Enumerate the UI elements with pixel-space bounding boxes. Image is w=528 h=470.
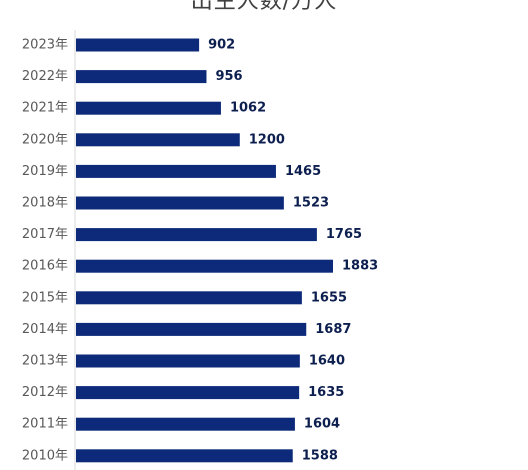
category-tick-label: 2020年 <box>22 132 68 147</box>
bar <box>76 386 300 400</box>
bar-value-label: 902 <box>208 38 235 53</box>
bar-value-label: 1200 <box>249 132 285 147</box>
bar-value-label: 1604 <box>304 417 340 432</box>
category-tick-label: 2023年 <box>22 38 68 53</box>
category-tick-label: 2016年 <box>22 259 68 274</box>
category-tick-label: 2017年 <box>22 227 68 242</box>
chart-title: 出生人数/万人 <box>190 0 338 14</box>
bar-value-label: 1062 <box>230 101 266 116</box>
bar-value-label: 1765 <box>326 227 362 242</box>
bar-value-label: 1640 <box>309 354 345 369</box>
category-tick-label: 2015年 <box>22 290 68 305</box>
bar-value-label: 1588 <box>302 448 338 463</box>
bar-value-label: 1635 <box>308 385 344 400</box>
bar <box>76 38 200 52</box>
bar <box>76 196 284 210</box>
category-tick-label: 2010年 <box>22 448 68 463</box>
category-tick-label: 2013年 <box>22 354 68 369</box>
bar <box>76 228 317 242</box>
bar <box>76 417 295 431</box>
bar <box>76 449 293 463</box>
bar <box>76 70 207 84</box>
bar <box>76 291 302 305</box>
bar <box>76 164 276 178</box>
category-tick-label: 2021年 <box>22 101 68 116</box>
bar <box>76 101 221 115</box>
category-tick-label: 2019年 <box>22 164 68 179</box>
category-tick-label: 2011年 <box>22 417 68 432</box>
category-tick-label: 2014年 <box>22 322 68 337</box>
bar <box>76 354 300 368</box>
category-tick-label: 2022年 <box>22 69 68 84</box>
bar-value-label: 1523 <box>293 196 329 211</box>
bar-value-label: 1687 <box>315 322 351 337</box>
category-tick-label: 2012年 <box>22 385 68 400</box>
category-tick-label: 2018年 <box>22 196 68 211</box>
bar-value-label: 956 <box>215 69 242 84</box>
bar-value-label: 1883 <box>342 259 378 274</box>
bar-value-label: 1465 <box>285 164 321 179</box>
bar <box>76 133 240 147</box>
bar-value-label: 1655 <box>311 290 347 305</box>
bar <box>76 322 307 336</box>
bar <box>76 259 333 273</box>
